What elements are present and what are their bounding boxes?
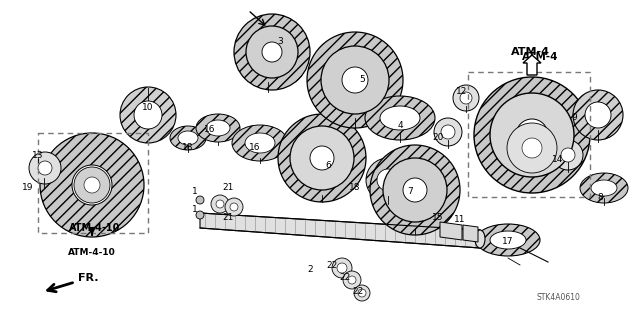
Ellipse shape bbox=[196, 114, 240, 142]
Text: 22: 22 bbox=[339, 273, 351, 283]
FancyArrow shape bbox=[523, 55, 541, 75]
Circle shape bbox=[358, 289, 366, 297]
Ellipse shape bbox=[245, 133, 275, 153]
Circle shape bbox=[474, 77, 590, 193]
Circle shape bbox=[196, 211, 204, 219]
Text: 10: 10 bbox=[142, 103, 154, 113]
Circle shape bbox=[72, 165, 112, 205]
Text: 18: 18 bbox=[182, 144, 194, 152]
Circle shape bbox=[211, 195, 229, 213]
Ellipse shape bbox=[476, 224, 540, 256]
Text: 11: 11 bbox=[454, 216, 466, 225]
Circle shape bbox=[337, 263, 347, 273]
Circle shape bbox=[307, 32, 403, 128]
Circle shape bbox=[507, 123, 557, 173]
Circle shape bbox=[516, 119, 548, 151]
Circle shape bbox=[441, 125, 455, 139]
Text: 3: 3 bbox=[277, 38, 283, 47]
Circle shape bbox=[354, 285, 370, 301]
Circle shape bbox=[434, 118, 462, 146]
Text: ATM-4-10: ATM-4-10 bbox=[68, 248, 116, 257]
Ellipse shape bbox=[475, 230, 485, 248]
Circle shape bbox=[370, 145, 460, 235]
Text: 6: 6 bbox=[325, 160, 331, 169]
Text: ATM-4: ATM-4 bbox=[522, 52, 558, 62]
Circle shape bbox=[278, 114, 366, 202]
Text: 17: 17 bbox=[502, 238, 514, 247]
Ellipse shape bbox=[232, 125, 288, 161]
Circle shape bbox=[120, 87, 176, 143]
Circle shape bbox=[585, 102, 611, 128]
Circle shape bbox=[134, 101, 162, 129]
Circle shape bbox=[234, 14, 310, 90]
Text: 7: 7 bbox=[407, 188, 413, 197]
Circle shape bbox=[343, 271, 361, 289]
Circle shape bbox=[490, 93, 574, 177]
Circle shape bbox=[332, 258, 352, 278]
Text: 5: 5 bbox=[359, 76, 365, 85]
Text: 1: 1 bbox=[192, 205, 198, 214]
Ellipse shape bbox=[170, 126, 206, 150]
Circle shape bbox=[40, 133, 144, 237]
Circle shape bbox=[84, 177, 100, 193]
Circle shape bbox=[561, 148, 575, 162]
Ellipse shape bbox=[206, 120, 230, 136]
Text: ATM-4-10: ATM-4-10 bbox=[69, 223, 121, 233]
Text: 4: 4 bbox=[397, 121, 403, 130]
Text: FR.: FR. bbox=[47, 273, 99, 292]
Text: 9: 9 bbox=[571, 114, 577, 122]
Text: 16: 16 bbox=[249, 144, 260, 152]
Circle shape bbox=[74, 167, 110, 203]
Text: 13: 13 bbox=[32, 151, 44, 160]
Text: 1: 1 bbox=[192, 188, 198, 197]
Circle shape bbox=[196, 196, 204, 204]
Circle shape bbox=[216, 200, 224, 208]
Circle shape bbox=[230, 203, 238, 211]
Text: 19: 19 bbox=[22, 183, 34, 192]
Polygon shape bbox=[480, 232, 530, 248]
Text: 22: 22 bbox=[353, 287, 364, 296]
Text: 21: 21 bbox=[222, 213, 234, 222]
Polygon shape bbox=[463, 225, 478, 242]
Circle shape bbox=[342, 67, 368, 93]
Circle shape bbox=[225, 198, 243, 216]
Circle shape bbox=[348, 276, 356, 284]
Circle shape bbox=[403, 178, 427, 202]
Text: 16: 16 bbox=[204, 125, 216, 135]
Text: STK4A0610: STK4A0610 bbox=[536, 293, 580, 302]
Polygon shape bbox=[200, 213, 480, 248]
Ellipse shape bbox=[580, 173, 628, 203]
Ellipse shape bbox=[365, 96, 435, 140]
Circle shape bbox=[377, 169, 399, 191]
Circle shape bbox=[553, 140, 583, 170]
Circle shape bbox=[383, 158, 447, 222]
Circle shape bbox=[573, 90, 623, 140]
Text: ATM-4: ATM-4 bbox=[511, 47, 550, 57]
Text: 20: 20 bbox=[432, 133, 444, 143]
Ellipse shape bbox=[490, 231, 526, 249]
Text: 8: 8 bbox=[597, 194, 603, 203]
Text: 15: 15 bbox=[432, 213, 444, 222]
Circle shape bbox=[29, 152, 61, 184]
Circle shape bbox=[460, 92, 472, 104]
Circle shape bbox=[262, 42, 282, 62]
Text: 22: 22 bbox=[326, 261, 338, 270]
Ellipse shape bbox=[178, 131, 198, 145]
Circle shape bbox=[310, 146, 334, 170]
Circle shape bbox=[290, 126, 354, 190]
Text: 14: 14 bbox=[552, 155, 564, 165]
Text: 12: 12 bbox=[456, 87, 468, 97]
Circle shape bbox=[38, 161, 52, 175]
Text: 18: 18 bbox=[349, 183, 361, 192]
Circle shape bbox=[246, 26, 298, 78]
Ellipse shape bbox=[591, 180, 617, 196]
Text: 21: 21 bbox=[222, 183, 234, 192]
Circle shape bbox=[366, 158, 410, 202]
Ellipse shape bbox=[380, 106, 420, 130]
Circle shape bbox=[522, 138, 542, 158]
Polygon shape bbox=[440, 222, 462, 240]
Circle shape bbox=[321, 46, 389, 114]
Circle shape bbox=[453, 85, 479, 111]
Text: 2: 2 bbox=[307, 265, 313, 275]
